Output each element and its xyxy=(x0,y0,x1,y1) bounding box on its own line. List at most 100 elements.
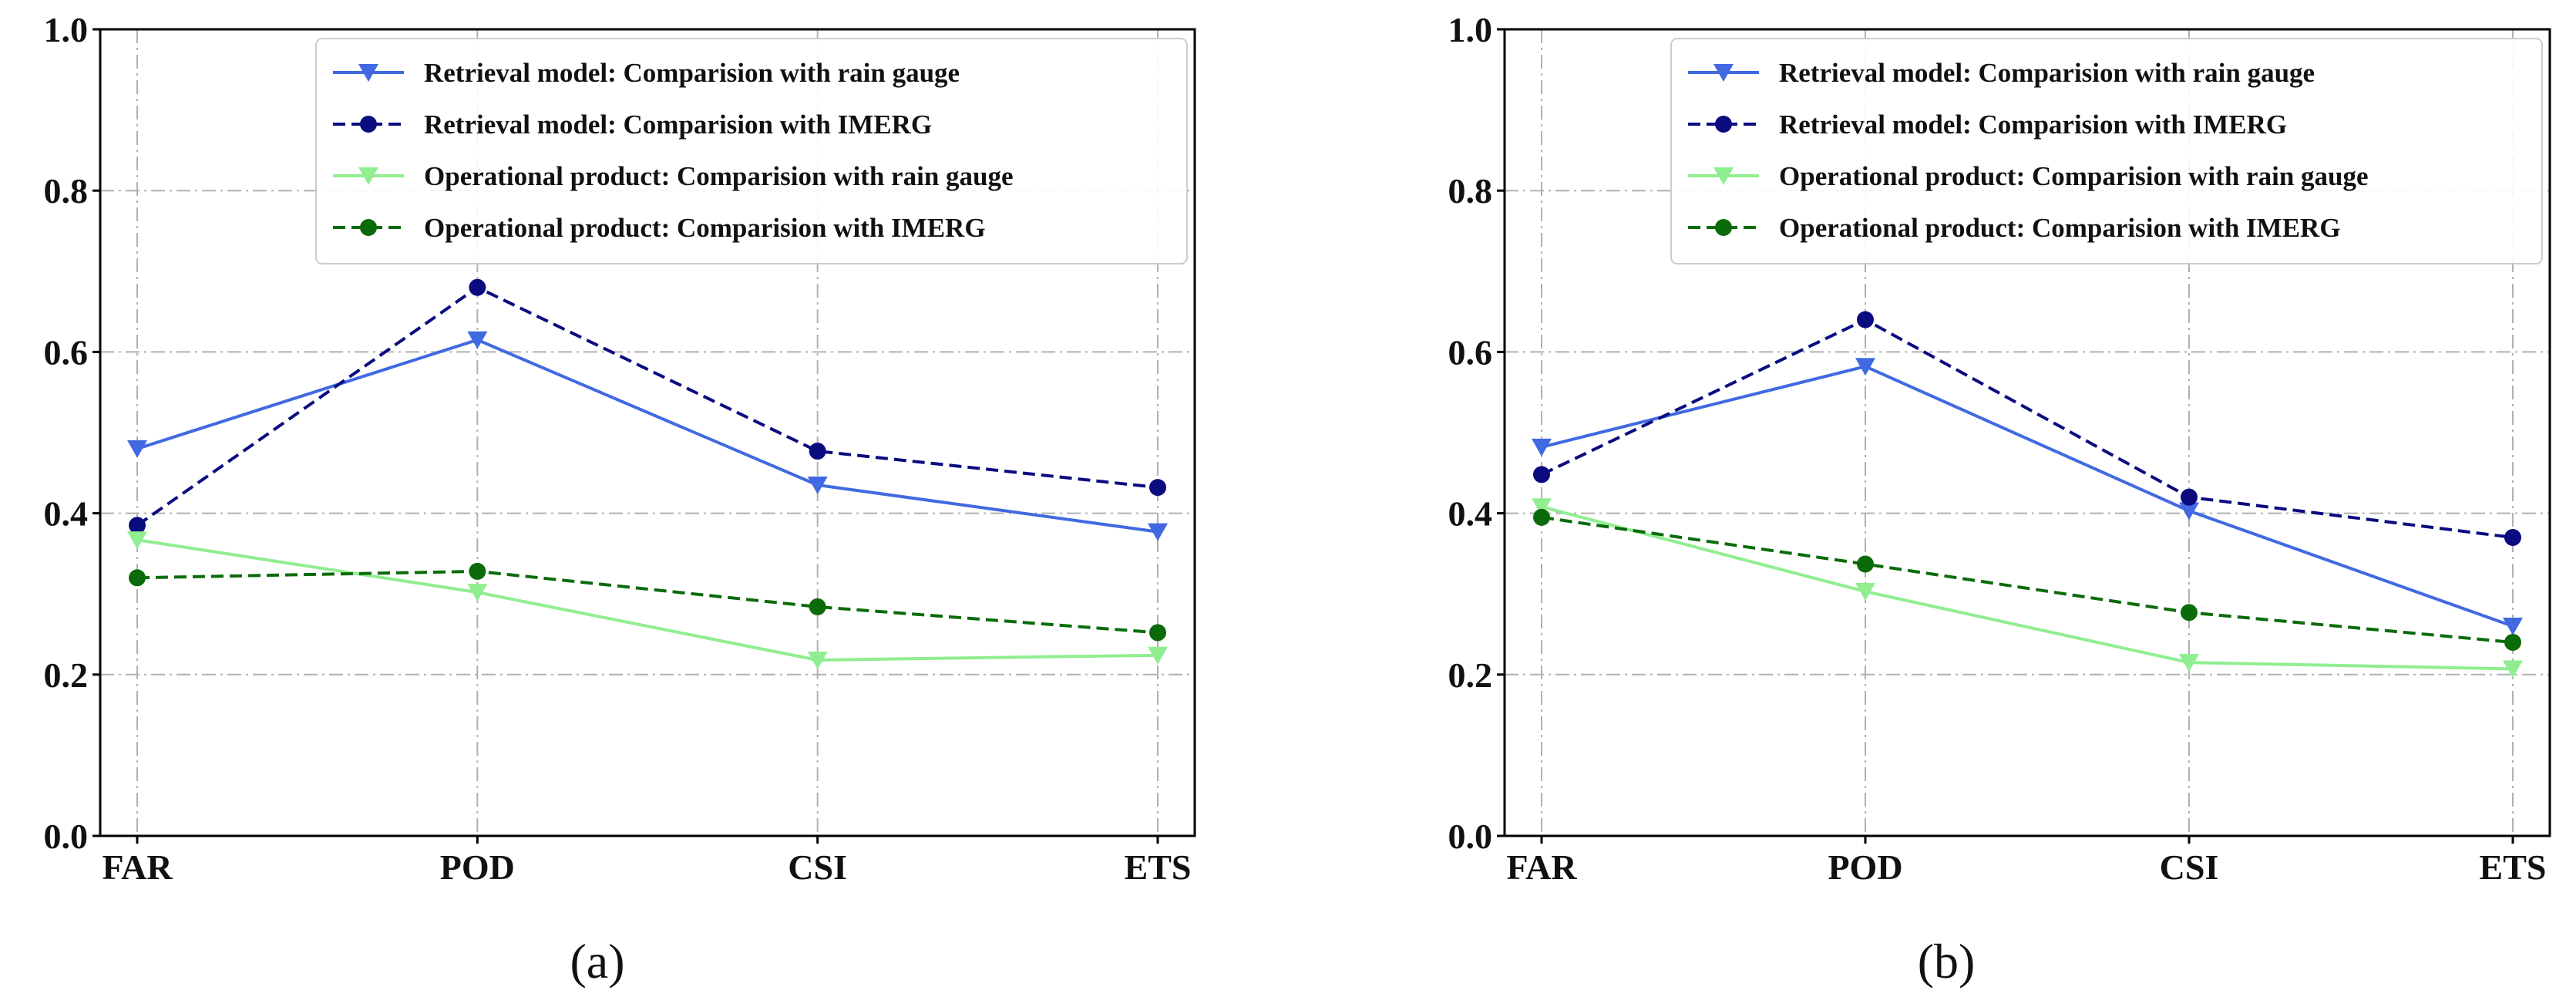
series-line xyxy=(1541,515,2514,644)
legend-label: Retrieval model: Comparision with IMERG xyxy=(1779,109,2287,140)
y-tick-label: 0.0 xyxy=(44,817,89,856)
data-point xyxy=(129,569,146,587)
legend-label: Operational product: Comparision with ra… xyxy=(424,161,1014,191)
chart-panel-b: 0.0 0.2 0.4 0.6 0.8 1.0 FAR POD CSI ETS Retrieval … xyxy=(1448,10,2551,989)
data-point xyxy=(469,562,486,580)
x-tick-label: FAR xyxy=(102,847,173,887)
data-point xyxy=(1713,167,1734,185)
data-point xyxy=(1855,358,1875,376)
series-2 xyxy=(129,278,1166,534)
series-3 xyxy=(127,531,1168,669)
y-tick-label: 1.0 xyxy=(1448,10,1493,49)
data-point xyxy=(2504,633,2521,651)
data-point xyxy=(1857,555,1874,573)
data-point xyxy=(467,584,488,602)
series-1 xyxy=(127,331,1168,541)
series-line xyxy=(136,338,1159,534)
y-tick-label: 0.6 xyxy=(44,332,89,372)
y-tick-label: 0.8 xyxy=(1448,171,1493,211)
series-line xyxy=(1541,505,2514,671)
chart-panel-a: 0.0 0.2 0.4 0.6 0.8 1.0 FAR POD CSI ETS Retrieval … xyxy=(44,10,1196,989)
x-tick-label: POD xyxy=(440,847,515,887)
data-point xyxy=(1533,508,1550,526)
series-line xyxy=(1541,365,2514,628)
data-point xyxy=(467,331,488,349)
data-point xyxy=(1532,498,1552,517)
y-tick-label: 0.4 xyxy=(44,494,89,534)
data-point xyxy=(1149,479,1166,497)
data-point xyxy=(1855,583,1875,601)
legend-entry: Operational product: Comparision with ra… xyxy=(1688,161,2369,191)
series-line xyxy=(136,538,1159,662)
data-point xyxy=(1148,523,1168,541)
plot-frame xyxy=(99,28,1196,837)
data-point xyxy=(2503,660,2523,679)
data-point xyxy=(2504,528,2521,546)
y-tick-label: 0.6 xyxy=(1448,332,1493,372)
data-point xyxy=(469,278,486,296)
series-4 xyxy=(1533,508,2521,651)
data-point xyxy=(2181,604,2198,622)
data-point xyxy=(360,116,377,133)
x-tick-label: FAR xyxy=(1506,847,1577,887)
series-4 xyxy=(129,562,1166,642)
series-1 xyxy=(1532,358,2523,636)
series-2 xyxy=(1533,311,2521,546)
data-point xyxy=(807,476,828,494)
x-tick-label: ETS xyxy=(1125,847,1192,887)
legend-label: Retrieval model: Comparision with IMERG xyxy=(424,109,932,140)
y-tick-label: 0.2 xyxy=(1448,655,1493,695)
legend-entry: Retrieval model: Comparision with IMERG xyxy=(1688,109,2287,140)
data-point xyxy=(1715,219,1732,236)
data-point xyxy=(1148,646,1168,665)
legend: Retrieval model: Comparision with rain g… xyxy=(315,38,1188,264)
data-point xyxy=(127,440,147,458)
data-point xyxy=(358,64,378,82)
series-line xyxy=(1541,318,2514,539)
legend-entry: Operational product: Comparision with IM… xyxy=(1688,213,2341,243)
x-tick-label: ETS xyxy=(2480,847,2547,887)
legend-box xyxy=(315,38,1188,264)
data-point xyxy=(1149,624,1166,642)
legend-box xyxy=(1670,38,2543,264)
data-point xyxy=(127,531,147,550)
data-point xyxy=(360,219,377,236)
data-point xyxy=(1532,438,1552,457)
x-tick-label: CSI xyxy=(2160,847,2219,887)
x-tick-label: CSI xyxy=(788,847,847,887)
legend-entry: Operational product: Comparision with IM… xyxy=(333,213,986,243)
legend-label: Retrieval model: Comparision with rain g… xyxy=(424,58,960,88)
y-tick-label: 1.0 xyxy=(44,10,89,49)
data-point xyxy=(809,443,826,460)
data-point xyxy=(809,598,826,615)
series-line xyxy=(136,285,1159,527)
y-tick-label: 0.4 xyxy=(1448,494,1493,534)
series-line xyxy=(136,569,1159,635)
legend-label: Retrieval model: Comparision with rain g… xyxy=(1779,58,2315,88)
series-3 xyxy=(1532,498,2523,679)
legend-entry: Retrieval model: Comparision with IMERG xyxy=(333,109,932,140)
legend-entry: Retrieval model: Comparision with rain g… xyxy=(1688,58,2315,88)
x-tick-label: POD xyxy=(1828,847,1902,887)
data-point xyxy=(1713,64,1734,82)
data-point xyxy=(358,167,378,185)
y-tick-label: 0.8 xyxy=(44,171,89,211)
data-point xyxy=(2179,654,2199,672)
legend-label: Operational product: Comparision with ra… xyxy=(1779,161,2369,191)
data-point xyxy=(2179,502,2199,521)
data-point xyxy=(2181,488,2198,506)
legend-entry: Operational product: Comparision with ra… xyxy=(333,161,1014,191)
legend-entry: Retrieval model: Comparision with rain g… xyxy=(333,58,960,88)
data-point xyxy=(1715,116,1732,133)
data-point xyxy=(129,517,146,534)
legend-label: Operational product: Comparision with IM… xyxy=(1779,213,2341,243)
data-point xyxy=(1857,311,1874,328)
y-tick-label: 0.0 xyxy=(1448,817,1493,856)
data-point xyxy=(807,651,828,669)
panel-label: (b) xyxy=(1918,934,1976,989)
data-point xyxy=(2503,618,2523,636)
legend-label: Operational product: Comparision with IM… xyxy=(424,213,986,243)
data-point xyxy=(1533,466,1550,483)
plot-frame xyxy=(1503,28,2551,837)
